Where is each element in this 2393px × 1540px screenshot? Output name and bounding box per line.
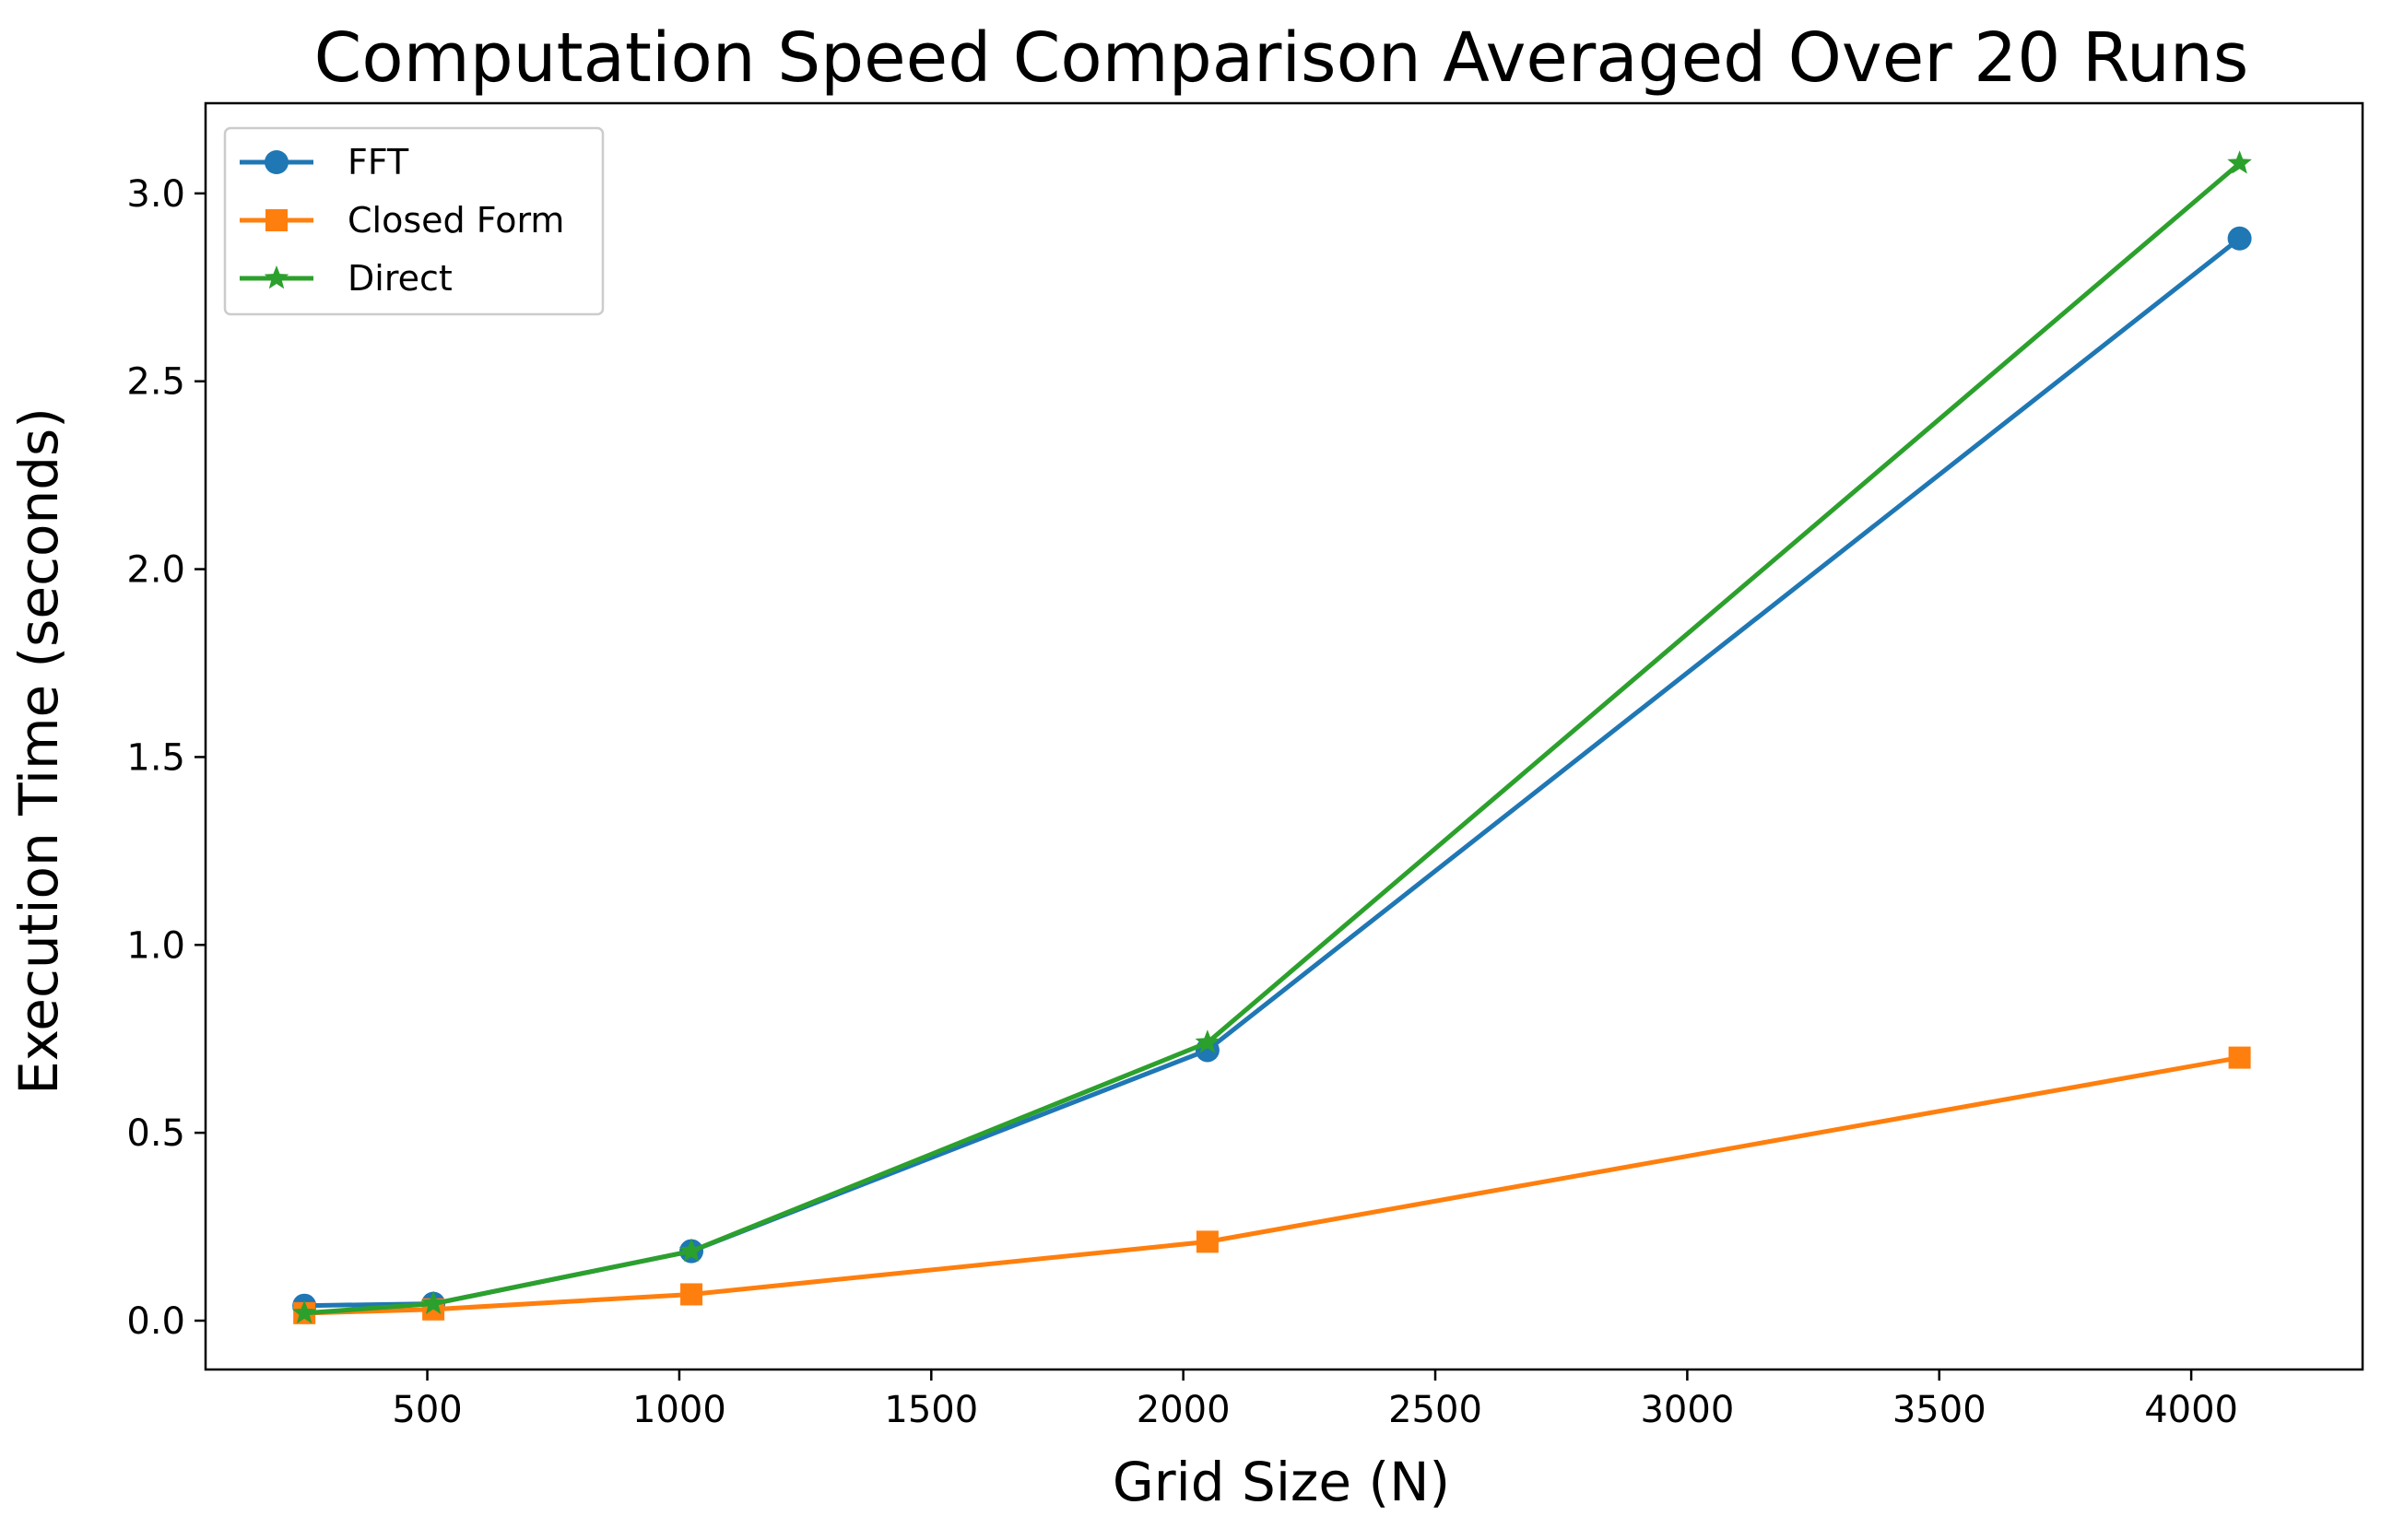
y-tick-label: 1.5 bbox=[126, 736, 185, 779]
legend-swatch-marker bbox=[265, 150, 289, 174]
data-point-closed-form bbox=[1196, 1230, 1219, 1253]
legend-box bbox=[223, 126, 605, 316]
y-tick-label: 2.0 bbox=[126, 549, 185, 592]
x-tick-label: 500 bbox=[392, 1389, 462, 1431]
legend-label: Direct bbox=[348, 258, 453, 299]
legend-item-closed-form: Closed Form bbox=[240, 200, 564, 241]
legend-label: FFT bbox=[348, 142, 409, 182]
series-direct bbox=[291, 150, 2252, 1324]
legend-item-direct: Direct bbox=[240, 258, 453, 299]
data-series bbox=[291, 150, 2252, 1324]
y-tick-label: 3.0 bbox=[126, 173, 185, 216]
x-axis-label: Grid Size (N) bbox=[1113, 1451, 1450, 1513]
data-point-direct bbox=[2227, 150, 2252, 174]
data-point-direct bbox=[420, 1290, 446, 1314]
x-tick-label: 1500 bbox=[884, 1389, 978, 1431]
legend-swatch-marker bbox=[264, 265, 289, 289]
data-point-closed-form bbox=[680, 1283, 703, 1306]
axis-ticks: 500 1000 1500 2000 2500 3000 3500 4000 0.0 0.5 1.0… bbox=[126, 173, 2238, 1431]
legend-item-fft: FFT bbox=[240, 142, 409, 182]
legend-entries: FFT Closed Form Direct bbox=[240, 142, 564, 299]
x-tick-label: 1000 bbox=[632, 1389, 726, 1431]
data-point-direct bbox=[1195, 1029, 1220, 1053]
legend-swatch-marker bbox=[265, 209, 288, 231]
chart-title: Computation Speed Comparison Averaged Ov… bbox=[314, 18, 2249, 98]
legend-label: Closed Form bbox=[348, 200, 564, 241]
legend: FFT Closed Form Direct bbox=[223, 126, 605, 316]
data-point-direct bbox=[291, 1299, 317, 1324]
x-tick-label: 2500 bbox=[1388, 1389, 1482, 1431]
data-point-direct bbox=[678, 1238, 704, 1262]
plot-area-frame bbox=[204, 101, 2364, 1371]
y-tick-label: 0.5 bbox=[126, 1112, 185, 1155]
y-tick-label: 2.5 bbox=[126, 361, 185, 404]
y-axis-label: Execution Time (seconds) bbox=[7, 407, 70, 1095]
x-tick-label: 3000 bbox=[1640, 1389, 1734, 1431]
x-tick-label: 3500 bbox=[1892, 1389, 1986, 1431]
x-tick-label: 4000 bbox=[2144, 1389, 2238, 1431]
y-tick-label: 0.0 bbox=[126, 1300, 185, 1343]
data-point-fft bbox=[2227, 226, 2252, 251]
y-tick-label: 1.0 bbox=[126, 924, 185, 967]
data-point-closed-form bbox=[2228, 1046, 2251, 1069]
x-tick-label: 2000 bbox=[1137, 1389, 1231, 1431]
